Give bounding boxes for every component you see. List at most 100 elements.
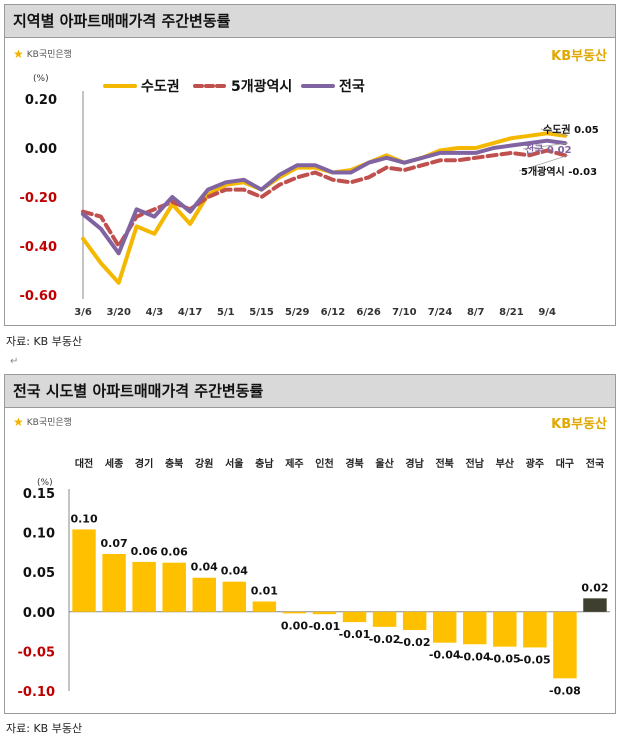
category-label: 울산 bbox=[375, 457, 394, 470]
category-label: 광주 bbox=[526, 458, 544, 470]
category-label: 강원 bbox=[195, 457, 213, 470]
data-label: 0.06 bbox=[161, 546, 188, 559]
y-tick-label: 0.05 bbox=[23, 566, 55, 581]
y-tick-label: -0.10 bbox=[18, 685, 55, 700]
category-label: 제주 bbox=[285, 457, 303, 470]
line-chart: (%) 0.20 0.00 -0.20 -0.40 -0.60 3/6 3/20 4/3 4/17… bbox=[20, 74, 599, 318]
data-label: 0.10 bbox=[70, 512, 97, 525]
kb-bank-logo-text: KB국민은행 bbox=[26, 418, 72, 428]
y-tick-label: 0.20 bbox=[25, 93, 57, 108]
x-tick-label: 9/4 bbox=[538, 307, 556, 318]
x-tick-label: 4/3 bbox=[146, 307, 164, 318]
data-label: -0.02 bbox=[369, 633, 401, 646]
end-label-leader bbox=[518, 155, 569, 172]
data-label: 0.04 bbox=[221, 565, 248, 578]
x-tick-label: 7/10 bbox=[392, 307, 417, 318]
x-tick-label: 5/15 bbox=[249, 307, 274, 318]
category-label: 전북 bbox=[435, 457, 453, 470]
star-icon: ★ bbox=[13, 414, 24, 429]
kb-bank-logo: ★ KB국민은행 bbox=[13, 46, 72, 61]
data-label: -0.05 bbox=[489, 653, 521, 666]
data-label: 0.04 bbox=[191, 561, 218, 574]
top-chart-title: 지역별 아파트매매가격 주간변동률 bbox=[5, 5, 615, 38]
data-label: -0.02 bbox=[399, 636, 431, 649]
y-tick-label: -0.20 bbox=[20, 191, 57, 206]
category-label: 대전 bbox=[75, 457, 93, 470]
data-label: -0.01 bbox=[339, 628, 371, 641]
category-label: 경기 bbox=[135, 457, 153, 470]
legend-label: 수도권 bbox=[141, 79, 180, 95]
bar-전북 bbox=[432, 611, 457, 643]
category-label: 충남 bbox=[255, 457, 274, 470]
data-label: -0.04 bbox=[429, 649, 461, 662]
category-label: 대구 bbox=[556, 457, 574, 470]
y-tick-label: -0.40 bbox=[20, 240, 57, 255]
category-label: 서울 bbox=[225, 457, 243, 470]
category-label: 경남 bbox=[405, 457, 424, 470]
data-label: -0.01 bbox=[309, 620, 341, 633]
kb-bank-logo-text: KB국민은행 bbox=[26, 50, 72, 60]
x-tick-label: 5/29 bbox=[285, 307, 310, 318]
category-label: 세종 bbox=[105, 457, 123, 470]
x-tick-label: 8/7 bbox=[467, 307, 485, 318]
end-label-national: 전국 0.02 bbox=[525, 143, 572, 156]
return-mark-icon: ↵ bbox=[10, 356, 19, 367]
series-line-national bbox=[81, 138, 567, 256]
bar-제주 bbox=[282, 611, 307, 614]
y-tick-label: 0.00 bbox=[23, 606, 55, 621]
x-tick-label: 5/1 bbox=[217, 307, 235, 318]
end-label-leader bbox=[540, 128, 569, 137]
top-chart-panel: 지역별 아파트매매가격 주간변동률 ★ KB국민은행 KB부동산 (%) 0.20… bbox=[4, 4, 616, 326]
y-tick-label: 0.10 bbox=[23, 527, 55, 542]
bar-광주 bbox=[523, 611, 547, 648]
kb-brand-label: KB부동산 bbox=[551, 417, 607, 432]
x-tick-label: 8/21 bbox=[499, 307, 524, 318]
category-label: 부산 bbox=[496, 457, 515, 470]
y-unit-label: (%) bbox=[33, 74, 49, 84]
kb-bank-logo: ★ KB국민은행 bbox=[13, 414, 72, 429]
bar-경북 bbox=[342, 611, 367, 623]
top-source-note: 자료: KB 부동산 bbox=[6, 335, 83, 348]
bar-대전 bbox=[72, 529, 96, 612]
x-tick-label: 3/20 bbox=[106, 307, 131, 318]
y-tick-label: -0.05 bbox=[18, 645, 55, 660]
bar-서울 bbox=[222, 581, 247, 612]
bar-인천 bbox=[312, 611, 337, 615]
bar-부산 bbox=[493, 611, 517, 647]
data-label: 0.00 bbox=[281, 619, 308, 632]
x-tick-label: 6/26 bbox=[356, 307, 381, 318]
y-unit-label: (%) bbox=[37, 478, 53, 488]
data-label: -0.08 bbox=[549, 684, 581, 697]
data-label: 0.02 bbox=[581, 581, 608, 594]
end-label-leader bbox=[522, 142, 569, 150]
bar-세종 bbox=[102, 553, 126, 612]
category-label: 인천 bbox=[315, 457, 333, 470]
category-label: 전국 bbox=[586, 457, 604, 470]
legend-label: 전국 bbox=[339, 78, 365, 95]
bar-경남 bbox=[402, 611, 427, 631]
data-label: 0.01 bbox=[251, 585, 278, 598]
x-tick-label: 3/6 bbox=[74, 307, 92, 318]
kb-brand-label: KB부동산 bbox=[551, 49, 607, 64]
y-tick-label: 0.15 bbox=[23, 487, 55, 502]
x-tick-label: 4/17 bbox=[178, 307, 203, 318]
star-icon: ★ bbox=[13, 46, 24, 61]
bottom-source-note: 자료: KB 부동산 bbox=[6, 722, 83, 735]
data-label: 0.06 bbox=[131, 545, 158, 558]
bar-충북 bbox=[162, 562, 186, 612]
bottom-chart-panel: 전국 시도별 아파트매매가격 주간변동률 ★ KB국민은행 KB부동산 (%) 0… bbox=[4, 374, 616, 714]
y-tick-label: -0.60 bbox=[20, 289, 57, 304]
bottom-chart-title: 전국 시도별 아파트매매가격 주간변동률 bbox=[5, 375, 615, 408]
data-label: -0.05 bbox=[519, 653, 551, 666]
data-label: -0.04 bbox=[459, 650, 491, 663]
x-tick-label: 7/24 bbox=[428, 307, 453, 318]
data-label: 0.07 bbox=[101, 537, 128, 550]
category-label: 경북 bbox=[345, 457, 363, 470]
category-label: 전남 bbox=[466, 457, 485, 470]
bar-전국 bbox=[583, 598, 607, 612]
end-label-metro5: 5개광역시 -0.03 bbox=[521, 165, 597, 178]
x-tick-label: 6/12 bbox=[321, 307, 346, 318]
bar-충남 bbox=[252, 601, 277, 612]
category-label: 충북 bbox=[165, 457, 183, 470]
legend-label: 5개광역시 bbox=[231, 78, 292, 95]
